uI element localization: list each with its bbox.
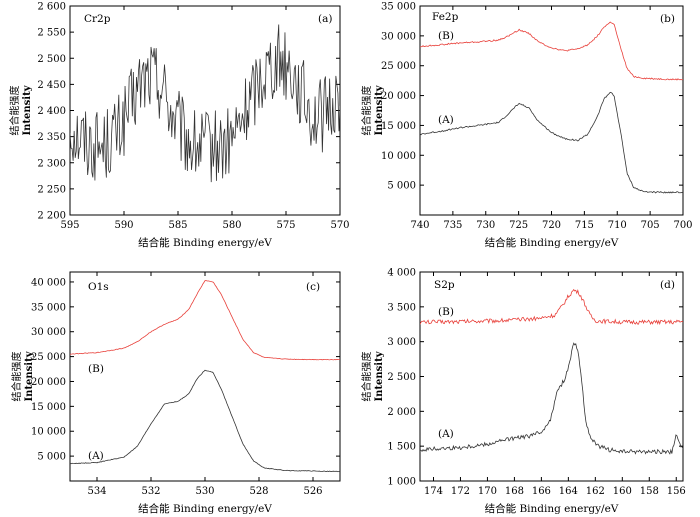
element-label: S2p bbox=[434, 279, 455, 291]
y-tick-label: 2 000 bbox=[387, 407, 416, 418]
series-label: (A) bbox=[88, 450, 104, 462]
y-tick-label: 35 000 bbox=[381, 2, 416, 13]
y-tick-label: 5 000 bbox=[387, 181, 416, 192]
y-tick-label: 5 000 bbox=[37, 452, 66, 463]
panel-a-cr2p: 595 590 585 580 575 570 2 200 2 250 2 300 2 350 2 … bbox=[8, 2, 350, 250]
y-tick-label: 30 000 bbox=[31, 327, 66, 338]
series-label: (B) bbox=[88, 363, 104, 375]
plot-frame bbox=[419, 5, 684, 216]
series-label: (A) bbox=[438, 428, 454, 440]
x-tick-label: 700 bbox=[673, 220, 692, 231]
y-tick-label: 3 500 bbox=[387, 302, 416, 313]
x-tick-label: 530 bbox=[195, 486, 214, 497]
y-tick-label: 1 000 bbox=[387, 477, 416, 488]
x-tick-label: 585 bbox=[168, 220, 187, 231]
element-label: O1s bbox=[88, 281, 109, 293]
series-line bbox=[70, 24, 340, 183]
x-tick-label: 164 bbox=[559, 486, 578, 497]
panel-label: (d) bbox=[660, 279, 675, 291]
y-tick-label: 2 300 bbox=[37, 158, 66, 169]
y-tick-label: 2 250 bbox=[37, 184, 66, 195]
y-tick-label: 2 500 bbox=[37, 54, 66, 65]
x-tick-label: 720 bbox=[542, 220, 561, 231]
x-tick-label: 710 bbox=[608, 220, 627, 231]
x-tick-label: 162 bbox=[586, 486, 605, 497]
x-axis-label: 结合能 Binding energy/eV bbox=[485, 502, 619, 515]
series-line bbox=[420, 288, 683, 326]
y-tick-label: 40 000 bbox=[31, 277, 66, 288]
element-label: Cr2p bbox=[84, 13, 111, 25]
x-axis-label: 结合能 Binding energy/eV bbox=[138, 236, 272, 249]
y-tick-label: 2 200 bbox=[37, 211, 66, 222]
y-tick-label: 2 400 bbox=[37, 106, 66, 117]
y-tick-label: 25 000 bbox=[31, 352, 66, 363]
series-line bbox=[420, 342, 683, 455]
x-tick-label: 730 bbox=[476, 220, 495, 231]
panel-label: (c) bbox=[306, 281, 320, 293]
y-tick-label: 3 000 bbox=[387, 337, 416, 348]
x-tick-label: 570 bbox=[330, 220, 349, 231]
x-axis-label: 结合能 Binding energy/eV bbox=[485, 236, 619, 249]
y-axis-label: 结合能强度Intensity bbox=[10, 350, 35, 401]
y-tick-label: 2 450 bbox=[37, 80, 66, 91]
panel-label: (a) bbox=[318, 13, 332, 25]
y-tick-label: 15 000 bbox=[381, 121, 416, 132]
y-tick-label: 35 000 bbox=[31, 302, 66, 313]
y-tick-label: 2 350 bbox=[37, 132, 66, 143]
series-line bbox=[70, 369, 340, 473]
panel-c-o1s: 534 532 530 528 526 5 000 10 000 15 000 20 000 25… bbox=[10, 271, 341, 515]
x-tick-label: 575 bbox=[276, 220, 295, 231]
x-tick-label: 166 bbox=[532, 486, 551, 497]
x-tick-label: 705 bbox=[641, 220, 660, 231]
plot-frame bbox=[69, 271, 341, 482]
x-tick-label: 595 bbox=[60, 220, 79, 231]
x-tick-label: 168 bbox=[505, 486, 524, 497]
y-axis-label: 结合能强度Intensity bbox=[360, 350, 385, 401]
series-line bbox=[420, 21, 683, 81]
x-tick-label: 526 bbox=[303, 486, 322, 497]
y-tick-label: 2 600 bbox=[37, 2, 66, 13]
series-line bbox=[70, 280, 340, 361]
x-tick-label: 174 bbox=[424, 486, 443, 497]
x-tick-label: 528 bbox=[249, 486, 268, 497]
x-tick-label: 156 bbox=[667, 486, 686, 497]
y-tick-label: 2 550 bbox=[37, 28, 66, 39]
x-tick-label: 590 bbox=[114, 220, 133, 231]
y-tick-label: 1 500 bbox=[387, 442, 416, 453]
y-axis-label: 结合能强度Intensity bbox=[8, 84, 33, 135]
x-tick-label: 580 bbox=[222, 220, 241, 231]
y-tick-label: 15 000 bbox=[31, 402, 66, 413]
element-label: Fe2p bbox=[432, 11, 459, 23]
x-tick-label: 532 bbox=[141, 486, 160, 497]
x-tick-label: 172 bbox=[451, 486, 470, 497]
panel-label: (b) bbox=[660, 13, 675, 25]
series-label: (B) bbox=[438, 30, 454, 42]
series-label: (A) bbox=[438, 114, 454, 126]
y-tick-label: 20 000 bbox=[381, 91, 416, 102]
x-tick-label: 715 bbox=[575, 220, 594, 231]
y-tick-label: 10 000 bbox=[31, 427, 66, 438]
panel-d-s2p: 174 172 170 168 166 164 162 160 158 156 1 000 1 500… bbox=[360, 268, 686, 516]
x-tick-label: 735 bbox=[443, 220, 462, 231]
x-tick-label: 158 bbox=[640, 486, 659, 497]
y-tick-label: 20 000 bbox=[31, 377, 66, 388]
plot-frame bbox=[419, 271, 684, 482]
x-tick-label: 740 bbox=[410, 220, 429, 231]
y-tick-label: 30 000 bbox=[381, 31, 416, 42]
x-tick-label: 170 bbox=[478, 486, 497, 497]
x-tick-label: 725 bbox=[509, 220, 528, 231]
y-tick-label: 10 000 bbox=[381, 151, 416, 162]
x-tick-label: 160 bbox=[613, 486, 632, 497]
y-tick-label: 2 500 bbox=[387, 372, 416, 383]
y-axis-label: 结合能强度Intensity bbox=[360, 84, 385, 135]
y-tick-label: 4 000 bbox=[387, 268, 416, 279]
y-tick-label: 25 000 bbox=[381, 61, 416, 72]
series-label: (B) bbox=[438, 306, 454, 318]
series-line bbox=[420, 91, 683, 194]
panel-b-fe2p: 740 735 730 725 720 715 710 705 700 5 000 10 000 15… bbox=[360, 2, 693, 250]
x-axis-label: 结合能 Binding energy/eV bbox=[138, 502, 272, 515]
x-tick-label: 534 bbox=[87, 486, 106, 497]
